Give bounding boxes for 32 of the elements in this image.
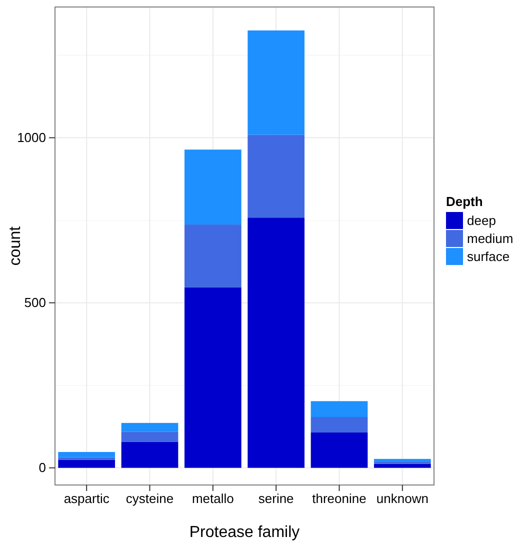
x-axis-title: Protease family [189, 524, 300, 541]
legend-label: medium [467, 231, 514, 246]
bar [374, 458, 431, 462]
legend-title: Depth [446, 194, 483, 209]
bar [310, 401, 368, 417]
legend-label: deep [467, 213, 496, 228]
y-tick-label: 1000 [17, 130, 46, 145]
x-tick-label: cysteine [126, 491, 174, 506]
legend-label: surface [467, 249, 510, 264]
y-tick-label: 0 [38, 460, 46, 475]
x-tick-label: serine [258, 491, 294, 506]
bar [184, 224, 242, 288]
bar [58, 460, 116, 468]
bar [121, 422, 178, 432]
bar [374, 464, 431, 468]
bar [310, 416, 368, 433]
bar [58, 452, 116, 458]
bar [248, 30, 305, 135]
bar [58, 457, 116, 460]
bar [184, 150, 242, 225]
bar [310, 432, 368, 468]
y-tick-label: 500 [24, 294, 46, 310]
x-tick-label: metallo [192, 491, 234, 506]
x-tick-label: unknown [376, 491, 428, 506]
bar [248, 218, 305, 468]
x-tick-label: threonine [312, 491, 366, 506]
bar [248, 134, 305, 218]
y-axis-title: count [7, 226, 24, 266]
bar [121, 432, 178, 442]
x-tick-label: aspartic [64, 491, 110, 506]
bar [184, 287, 242, 468]
bar [121, 442, 178, 468]
